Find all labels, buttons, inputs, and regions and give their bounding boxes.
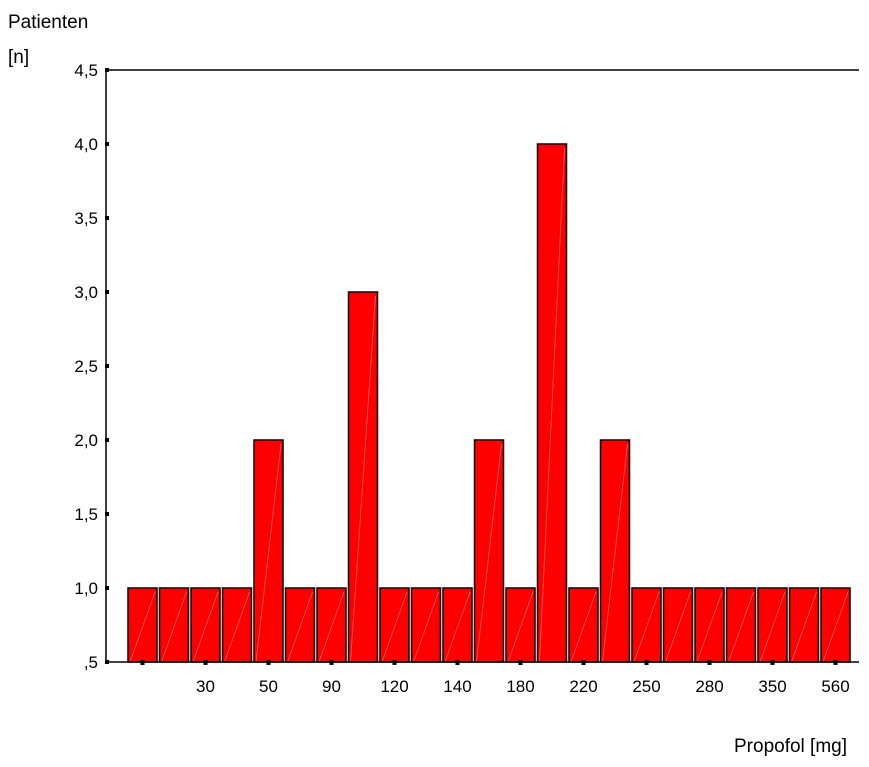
bar-hatch bbox=[728, 591, 754, 663]
x-tick bbox=[392, 660, 397, 665]
x-tick-label: 250 bbox=[632, 677, 660, 696]
y-tick-label: 2,5 bbox=[74, 357, 98, 376]
bar-hatch bbox=[287, 591, 313, 663]
bar-hatch bbox=[224, 591, 250, 663]
x-tick bbox=[770, 660, 775, 665]
y-axis-label-line1: Patienten bbox=[8, 12, 89, 33]
x-tick bbox=[581, 660, 586, 665]
y-tick-label: 4,5 bbox=[74, 61, 98, 80]
bar-hatch bbox=[822, 591, 849, 663]
bar-hatch bbox=[161, 591, 187, 663]
y-tick-label: 3,0 bbox=[74, 283, 98, 302]
x-tick-label: 350 bbox=[758, 677, 786, 696]
y-tick bbox=[105, 142, 109, 146]
y-tick bbox=[105, 290, 109, 294]
x-tick-label: 220 bbox=[569, 677, 597, 696]
bar-hatch bbox=[350, 295, 376, 663]
y-tick bbox=[105, 660, 109, 664]
x-tick-label: 120 bbox=[380, 677, 408, 696]
x-tick-label: 180 bbox=[506, 677, 534, 696]
bar bbox=[631, 587, 662, 663]
y-tick bbox=[105, 512, 109, 516]
x-tick bbox=[140, 660, 145, 665]
y-tick bbox=[105, 586, 109, 590]
x-tick bbox=[455, 660, 460, 665]
x-tick bbox=[833, 660, 838, 665]
y-tick-label: 2,0 bbox=[74, 431, 98, 450]
x-tick bbox=[329, 660, 334, 665]
x-tick bbox=[707, 660, 712, 665]
y-tick-label: 3,5 bbox=[74, 209, 98, 228]
bar-hatch bbox=[381, 591, 408, 663]
bar-hatch bbox=[633, 591, 660, 663]
bar-hatch bbox=[507, 591, 534, 663]
x-tick bbox=[266, 660, 271, 665]
y-tick bbox=[105, 68, 109, 72]
bar-hatch bbox=[129, 591, 156, 663]
x-tick-label: 30 bbox=[196, 677, 215, 696]
y-axis-label-unit: [n] bbox=[8, 47, 30, 68]
bar-hatch bbox=[318, 591, 345, 663]
y-tick-label: ,5 bbox=[84, 653, 98, 672]
x-tick-label: 50 bbox=[259, 677, 278, 696]
bar-hatch bbox=[255, 443, 282, 663]
y-tick-label: 1,0 bbox=[74, 579, 98, 598]
bar-hatch bbox=[602, 443, 628, 663]
x-tick-label: 280 bbox=[695, 677, 723, 696]
x-axis-label: Propofol [mg] bbox=[734, 736, 847, 757]
bar-hatch bbox=[413, 591, 439, 663]
bar-hatch bbox=[192, 591, 219, 663]
x-tick bbox=[518, 660, 523, 665]
x-tick-label: 560 bbox=[821, 677, 849, 696]
bar bbox=[410, 587, 442, 663]
bar-hatch bbox=[476, 443, 502, 663]
bar-hatch bbox=[759, 591, 786, 663]
bar bbox=[536, 143, 568, 663]
bar-hatch bbox=[539, 147, 565, 663]
y-tick-label: 1,5 bbox=[74, 505, 98, 524]
bar-hatch bbox=[665, 591, 691, 663]
x-tick-label: 90 bbox=[322, 677, 341, 696]
x-tick bbox=[644, 660, 649, 665]
bar-hatch bbox=[696, 591, 723, 663]
y-tick bbox=[105, 438, 109, 442]
bar-hatch bbox=[444, 591, 471, 663]
axes-group: ,5 1,0 1,5 2,0 2,5 3,0 3,5 4,0 4,5 30 50 90 120 140 18… bbox=[74, 61, 859, 696]
bar-hatch bbox=[570, 591, 597, 663]
y-tick-label: 4,0 bbox=[74, 135, 98, 154]
y-tick bbox=[105, 216, 109, 220]
y-tick bbox=[105, 364, 109, 368]
bars-group bbox=[127, 143, 851, 663]
x-tick-label: 140 bbox=[443, 677, 471, 696]
x-tick bbox=[203, 660, 208, 665]
bar-hatch bbox=[791, 591, 817, 663]
